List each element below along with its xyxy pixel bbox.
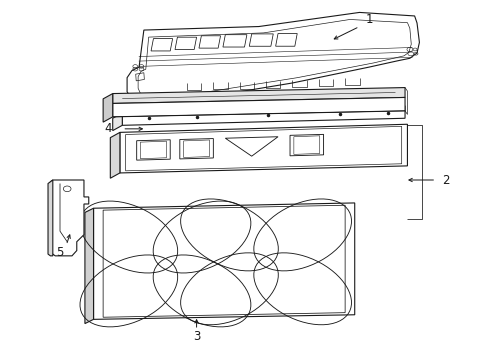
Text: 5: 5	[56, 246, 63, 259]
Polygon shape	[50, 180, 89, 256]
Polygon shape	[110, 132, 120, 178]
Polygon shape	[103, 94, 112, 122]
Text: 3: 3	[192, 330, 200, 343]
Polygon shape	[48, 180, 53, 256]
Text: 1: 1	[365, 13, 372, 26]
Polygon shape	[127, 12, 419, 102]
Polygon shape	[112, 87, 404, 103]
Text: 2: 2	[441, 174, 448, 186]
Text: 4: 4	[104, 122, 111, 135]
Polygon shape	[122, 106, 404, 125]
Polygon shape	[93, 203, 354, 319]
Polygon shape	[85, 208, 93, 324]
Polygon shape	[120, 124, 407, 173]
Polygon shape	[112, 98, 404, 117]
Polygon shape	[112, 113, 122, 131]
